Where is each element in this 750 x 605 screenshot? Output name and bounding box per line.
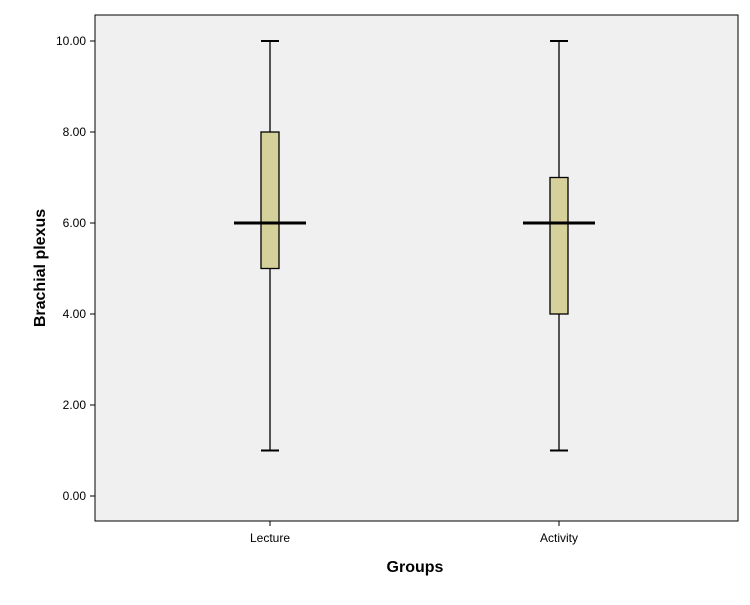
y-axis-ticks: 0.00 2.00 4.00 6.00 8.00 10.00 (56, 34, 95, 503)
y-tick-label: 10.00 (56, 34, 86, 48)
y-tick-label: 0.00 (63, 489, 87, 503)
x-axis-labels: Lecture Activity (250, 521, 578, 545)
y-axis-title: Brachial plexus (32, 209, 49, 327)
boxes-layer (234, 40, 595, 452)
y-tick-label: 8.00 (63, 125, 87, 139)
box-activity (523, 40, 595, 452)
x-axis-title: Groups (387, 559, 444, 576)
iqr-box (260, 131, 280, 270)
box-lecture (234, 40, 306, 452)
y-tick-label: 4.00 (63, 307, 87, 321)
x-tick-label: Activity (540, 531, 578, 545)
plot-area (94, 14, 739, 522)
iqr-box (549, 176, 569, 315)
x-tick-label: Lecture (250, 531, 290, 545)
y-tick-label: 2.00 (63, 398, 87, 412)
y-tick-label: 6.00 (63, 216, 87, 230)
